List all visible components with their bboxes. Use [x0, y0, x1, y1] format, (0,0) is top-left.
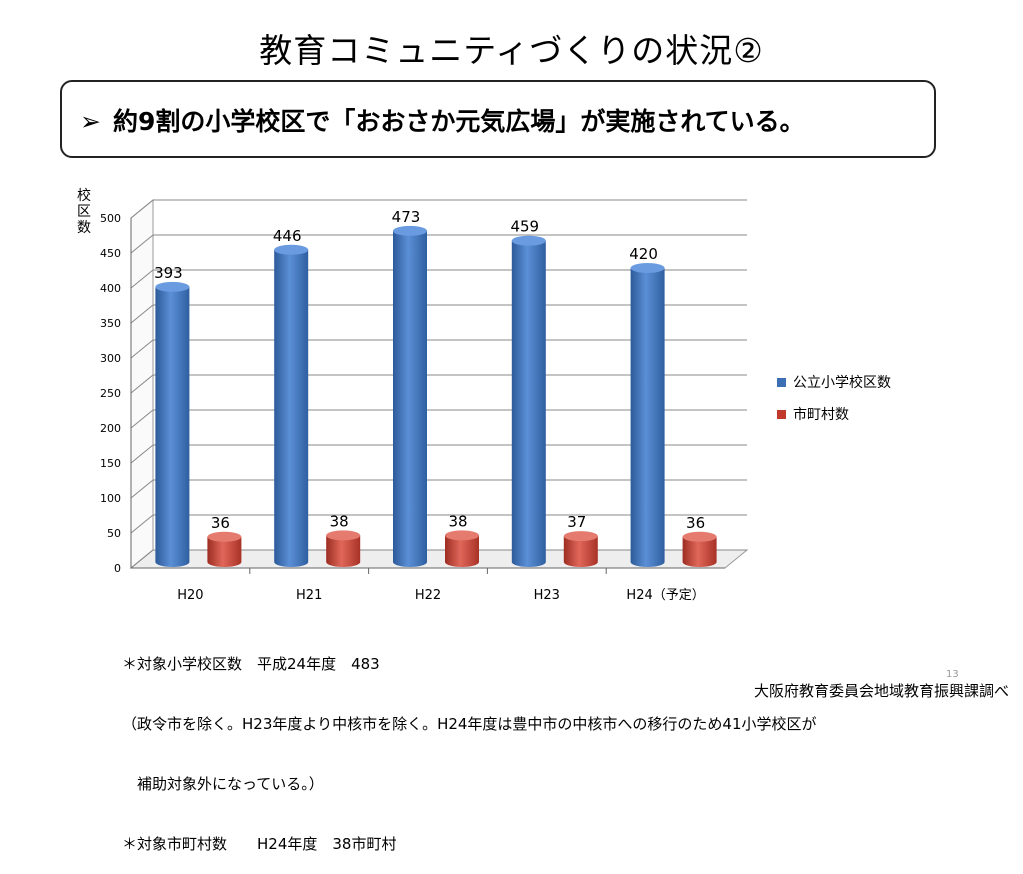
y-tick-label: 350	[100, 317, 121, 330]
footnotes: ＊対象小学校区数 平成24年度 483 （政令市を除く。H23年度より中核市を除…	[122, 614, 817, 874]
bar-schools-cap	[630, 263, 665, 273]
data-label: 38	[448, 512, 467, 530]
data-label: 459	[510, 218, 539, 236]
legend-item-municipalities: 市町村数	[777, 404, 891, 424]
data-label: 36	[686, 514, 705, 532]
footnote-line: （政令市を除く。H23年度より中核市を除く。H24年度は豊中市の中核市への移行の…	[122, 715, 817, 733]
gridline	[130, 549, 747, 569]
legend-swatch-red	[777, 409, 786, 419]
x-tick-label: H23	[534, 588, 560, 603]
legend-item-schools: 公立小学校区数	[777, 372, 891, 392]
bar-schools-cap	[155, 281, 190, 292]
y-tick-label: 0	[114, 562, 121, 575]
bar-schools-cap	[511, 235, 546, 246]
data-label: 38	[330, 512, 349, 530]
data-label: 393	[154, 264, 183, 282]
bar-schools-cap	[274, 244, 309, 255]
gridline	[130, 304, 747, 324]
gridline	[130, 199, 747, 219]
legend-label-schools: 公立小学校区数	[793, 375, 891, 391]
legend-label-municipalities: 市町村数	[793, 407, 849, 423]
y-tick-label: 200	[100, 422, 121, 435]
bar-schools	[630, 268, 665, 567]
footnote-line: 補助対象外になっている。）	[122, 775, 324, 793]
y-tick-label: 100	[100, 492, 121, 505]
bar-chart: 0 50 100 150 200 250 300 350 400 450 500 H20 H21 H22 H…	[100, 198, 749, 603]
footnote-line: ＊対象小学校区数 平成24年度 483	[122, 655, 380, 673]
arrow-bullet-icon: ➢	[80, 107, 101, 136]
x-tick-label: H24（予定）	[626, 588, 704, 603]
bar-schools	[274, 249, 309, 568]
bar-municipalities-cap	[563, 531, 598, 542]
chart-legend: 公立小学校区数 市町村数	[777, 372, 891, 436]
slide-title: 教育コミュニティづくりの状況②	[259, 31, 764, 70]
footnote-line: ＊対象市町村数 H24年度 38市町村	[122, 835, 397, 853]
y-tick-label: 300	[100, 352, 121, 365]
bar-schools-cap	[393, 225, 427, 236]
callout-message: 約9割の小学校区で「おおさか元気広場」が実施されている。	[112, 107, 805, 136]
y-tick-label: 400	[100, 282, 121, 295]
data-label: 446	[273, 227, 302, 245]
page-number: 13	[946, 669, 959, 680]
y-tick-label: 150	[100, 457, 121, 470]
bar-schools	[511, 240, 546, 567]
y-tick-label: 50	[107, 527, 121, 540]
bar-municipalities	[445, 535, 479, 567]
y-axis-label: 校区数	[77, 188, 91, 236]
gridline	[130, 374, 747, 394]
gridline	[130, 409, 747, 429]
y-tick-label: 500	[100, 212, 121, 225]
data-label: 473	[392, 208, 421, 226]
x-tick-label: H22	[415, 588, 441, 603]
data-label: 37	[567, 513, 586, 531]
bar-municipalities	[563, 536, 598, 567]
callout-box: ➢ 約9割の小学校区で「おおさか元気広場」が実施されている。	[60, 80, 936, 158]
bar-municipalities-cap	[445, 530, 479, 541]
gridline	[130, 514, 747, 534]
bar-schools	[155, 286, 190, 567]
bar-municipalities-cap	[682, 531, 717, 542]
data-label: 420	[629, 245, 658, 263]
gridline	[130, 339, 747, 359]
gridline	[130, 444, 747, 464]
legend-swatch-blue	[777, 377, 786, 387]
bar-schools	[393, 230, 427, 567]
gridline	[130, 234, 747, 254]
x-tick-label: H20	[177, 588, 203, 603]
bar-municipalities-cap	[326, 530, 361, 541]
x-tick-label: H21	[296, 588, 322, 603]
bar-municipalities-cap	[207, 531, 242, 542]
data-label: 36	[211, 514, 230, 532]
source-credit: 大阪府教育委員会地域教育振興課調べ	[753, 682, 1009, 700]
bar-municipalities	[682, 536, 717, 567]
bar-municipalities	[326, 535, 361, 567]
callout-text: ➢ 約9割の小学校区で「おおさか元気広場」が実施されている。	[80, 102, 805, 138]
bar-municipalities	[207, 536, 242, 567]
gridline	[130, 269, 747, 289]
y-tick-label: 250	[100, 387, 121, 400]
y-tick-label: 450	[100, 247, 121, 260]
gridline	[130, 479, 747, 499]
